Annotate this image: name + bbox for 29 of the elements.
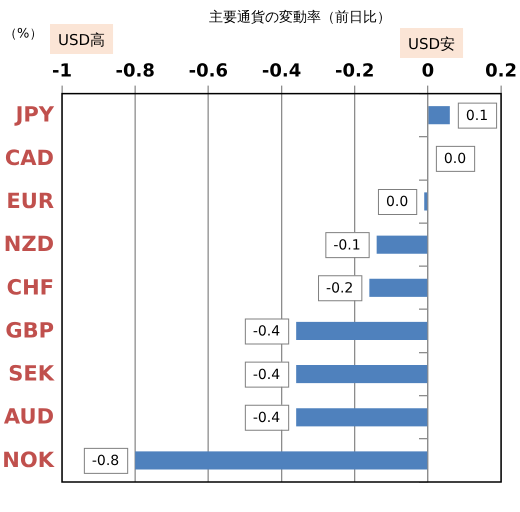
x-tick-label: 0 <box>422 60 434 82</box>
x-tick-label: -0.6 <box>188 60 228 82</box>
data-label: 0.0 <box>444 150 466 167</box>
x-tick-label: -1 <box>52 60 72 82</box>
data-label: -0.4 <box>252 324 280 340</box>
text: USD高 <box>58 30 106 49</box>
y-tick-label: JPY <box>14 102 55 127</box>
data-label: -0.8 <box>92 453 120 470</box>
y-tick-label: SEK <box>8 362 55 386</box>
y-tick-label: NZD <box>4 232 54 256</box>
y-tick-label: NOK <box>2 448 55 472</box>
data-label: -0.4 <box>252 366 280 383</box>
x-tick-label: -0.4 <box>262 60 302 82</box>
y-tick-label: AUD <box>4 404 54 429</box>
data-label: 0.0 <box>386 194 408 210</box>
text: USD安 <box>408 34 456 53</box>
x-tick-label: -0.8 <box>115 60 155 82</box>
y-tick-label: CHF <box>6 275 54 300</box>
chart-title: 主要通貨の変動率（前日比） <box>209 10 391 26</box>
x-tick-label: -0.2 <box>335 60 374 82</box>
data-label: 0.1 <box>466 108 488 124</box>
x-axis-title: （%） <box>4 26 42 42</box>
data-label: -0.4 <box>252 410 280 426</box>
data-label: -0.1 <box>333 237 361 254</box>
y-tick-label: EUR <box>6 188 54 213</box>
y-tick-label: CAD <box>4 146 54 170</box>
y-tick-label: GBP <box>5 318 54 342</box>
x-tick-label: 0.2 <box>485 60 517 82</box>
data-label: -0.2 <box>326 280 354 296</box>
